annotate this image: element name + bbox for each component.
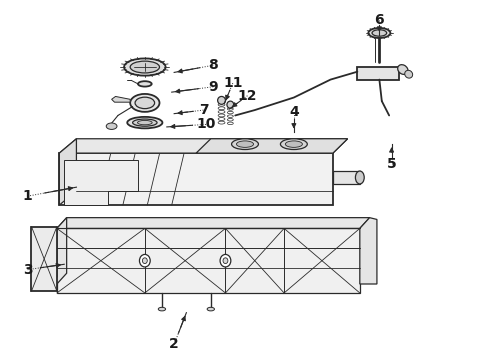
Ellipse shape	[140, 255, 150, 267]
Ellipse shape	[158, 307, 166, 311]
Ellipse shape	[143, 258, 147, 264]
Polygon shape	[357, 67, 399, 80]
Polygon shape	[360, 218, 377, 284]
Ellipse shape	[227, 101, 234, 108]
Text: 2: 2	[169, 337, 179, 351]
Polygon shape	[31, 226, 57, 291]
Ellipse shape	[130, 61, 159, 73]
Ellipse shape	[127, 117, 162, 129]
Ellipse shape	[280, 139, 307, 149]
Polygon shape	[59, 153, 333, 205]
Text: 1: 1	[23, 189, 32, 203]
Ellipse shape	[232, 139, 258, 149]
Ellipse shape	[223, 258, 228, 264]
Polygon shape	[112, 96, 130, 102]
Text: 9: 9	[208, 80, 218, 94]
Text: 6: 6	[374, 13, 384, 27]
Text: 10: 10	[196, 117, 216, 131]
Text: 3: 3	[23, 263, 32, 276]
Ellipse shape	[130, 94, 159, 112]
Ellipse shape	[106, 123, 117, 130]
Text: 7: 7	[198, 103, 208, 117]
Ellipse shape	[405, 70, 413, 78]
Text: 5: 5	[387, 157, 396, 171]
Ellipse shape	[372, 30, 387, 36]
Ellipse shape	[133, 119, 157, 126]
Ellipse shape	[135, 97, 155, 109]
Polygon shape	[57, 218, 369, 228]
Polygon shape	[57, 228, 360, 293]
Ellipse shape	[138, 121, 152, 125]
Polygon shape	[196, 139, 347, 153]
Ellipse shape	[124, 58, 166, 76]
Ellipse shape	[237, 141, 253, 147]
Ellipse shape	[207, 307, 215, 311]
Polygon shape	[64, 160, 138, 205]
Ellipse shape	[218, 96, 225, 104]
Polygon shape	[59, 139, 76, 205]
Polygon shape	[59, 139, 347, 153]
Ellipse shape	[355, 171, 364, 184]
Text: 8: 8	[208, 58, 218, 72]
Text: 11: 11	[223, 76, 243, 90]
Ellipse shape	[398, 65, 408, 75]
Ellipse shape	[368, 28, 391, 38]
Ellipse shape	[138, 81, 152, 87]
Ellipse shape	[285, 141, 302, 147]
Polygon shape	[333, 171, 360, 184]
Text: 4: 4	[289, 105, 299, 119]
Ellipse shape	[220, 255, 231, 267]
Text: 12: 12	[238, 89, 257, 103]
Polygon shape	[37, 218, 67, 284]
